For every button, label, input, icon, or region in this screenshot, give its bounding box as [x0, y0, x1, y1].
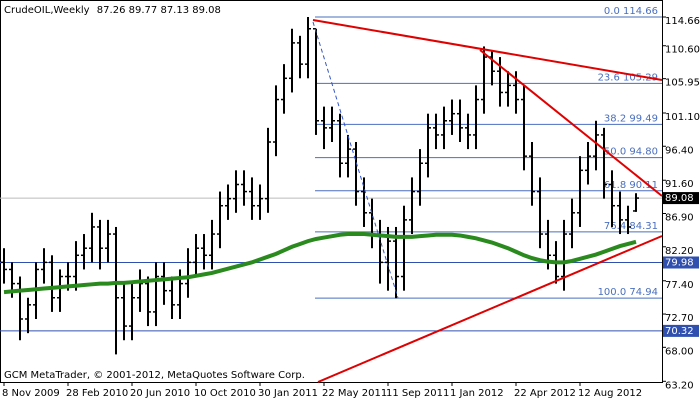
chart-header: CrudeOIL,Weekly 87.26 89.77 87.13 89.08 — [4, 5, 221, 16]
trend-line — [479, 49, 663, 197]
plot-layer: 0.0 114.66 23.6 105.29 38.2 99.49 50.0 94.8… — [0, 6, 662, 355]
current-price-label: 89.08 — [665, 193, 694, 204]
y-tick-label: 63.20 — [665, 380, 694, 391]
header-close: 89.08 — [192, 5, 221, 16]
plot-frame — [0, 0, 663, 383]
y-tick-label: 86.90 — [665, 213, 694, 224]
fib-label: 61.8 90.11 — [604, 180, 658, 191]
fib-label: 23.6 105.29 — [598, 72, 658, 83]
chart-title: CrudeOIL,Weekly — [4, 5, 90, 16]
y-tick-label: 96.40 — [665, 145, 694, 156]
price-label-box — [663, 324, 699, 337]
y-tick-label: 77.40 — [665, 280, 694, 291]
x-tick-label: 1 Jan 2012 — [450, 388, 504, 399]
fib-label: 100.0 74.94 — [598, 287, 658, 298]
footer: GCM MetaTrader, © 2001-2012, MetaQuotes … — [4, 370, 305, 381]
header-high: 89.77 — [129, 5, 158, 16]
y-tick-label: 114.66 — [665, 16, 700, 27]
current-price-box — [663, 192, 699, 205]
x-tick-label: 22 Apr 2012 — [514, 388, 576, 399]
y-tick-label: 68.00 — [665, 346, 694, 357]
x-tick-label: 20 Jun 2010 — [130, 388, 190, 399]
y-tick-label: 110.60 — [665, 45, 700, 56]
x-tick-label: 30 Jan 2011 — [258, 388, 318, 399]
trend-line — [317, 235, 663, 383]
x-tick-label: 10 Oct 2010 — [194, 388, 256, 399]
fib-label: 38.2 99.49 — [604, 113, 658, 124]
y-tick-label: 91.60 — [665, 179, 694, 190]
x-tick-label: 22 May 2011 — [322, 388, 387, 399]
price-label: 70.32 — [665, 326, 694, 337]
x-tick-label: 11 Sep 2011 — [386, 388, 449, 399]
header-open: 87.26 — [97, 5, 126, 16]
y-tick-label: 82.20 — [665, 246, 694, 257]
header-low: 87.13 — [160, 5, 189, 16]
y-tick-label: 101.10 — [665, 112, 700, 123]
x-tick-label: 28 Feb 2010 — [66, 388, 128, 399]
fib-base-line — [312, 21, 399, 299]
price-label: 79.98 — [665, 258, 694, 269]
y-tick-label: 105.95 — [665, 78, 700, 89]
price-label-box — [663, 256, 699, 269]
fib-label: 0.0 114.66 — [604, 6, 658, 17]
trend-line — [312, 19, 663, 81]
y-tick-label: 72.70 — [665, 313, 694, 324]
x-tick-label: 12 Aug 2012 — [578, 388, 642, 399]
x-tick-label: 8 Nov 2009 — [2, 388, 60, 399]
fib-label: 50.0 94.80 — [604, 147, 658, 158]
moving-average — [3, 232, 637, 295]
